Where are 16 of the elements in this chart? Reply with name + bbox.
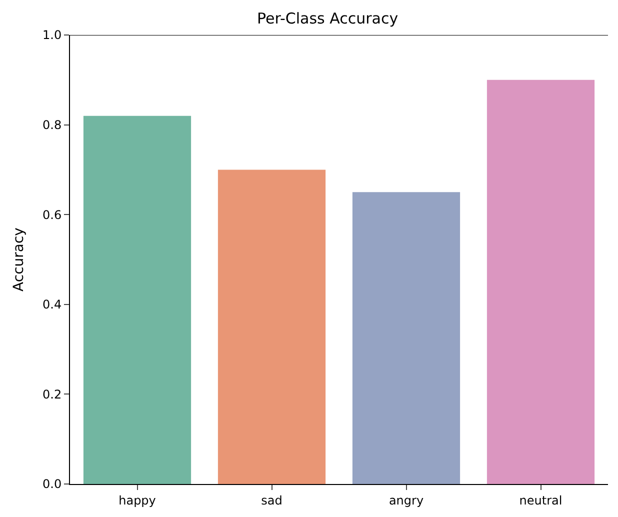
y-tick-label: 1.0 [42, 28, 62, 42]
bar [486, 80, 595, 484]
bar [83, 116, 192, 484]
bar [218, 170, 326, 484]
chart-title: Per-Class Accuracy [257, 9, 398, 28]
x-tick-label: neutral [519, 493, 562, 508]
bar [352, 192, 460, 484]
y-tick-label: 0.0 [42, 477, 62, 492]
x-tick-label: happy [118, 493, 156, 508]
y-axis-title: Accuracy [11, 228, 28, 292]
y-tick-label: 0.2 [42, 387, 62, 402]
x-tick-label: angry [388, 493, 424, 508]
y-tick-label: 0.6 [42, 208, 62, 222]
y-tick-label: 0.8 [42, 118, 62, 132]
x-tick-label: sad [261, 493, 282, 508]
y-tick-label: 0.4 [42, 298, 62, 312]
